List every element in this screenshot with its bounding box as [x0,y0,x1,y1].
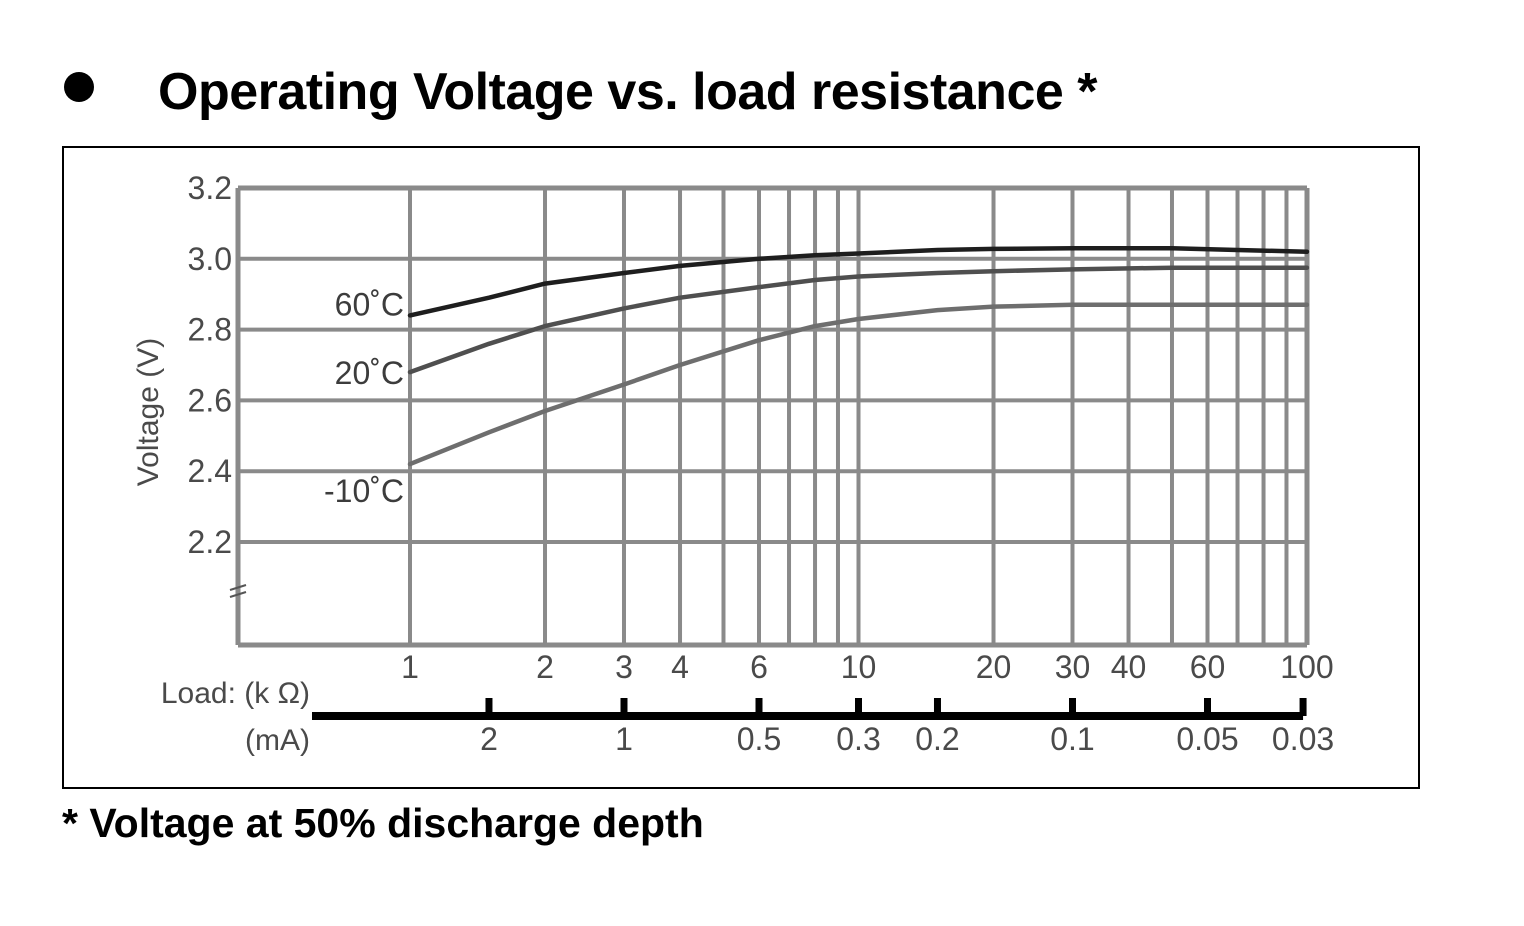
series-label: 20˚C [335,355,404,391]
series-label: -10˚C [324,473,404,509]
x-tick-label: 20 [976,649,1012,685]
ma-tick-label: 0.1 [1050,721,1094,757]
x-tick-label: 100 [1280,649,1333,685]
x-tick-label: 30 [1055,649,1091,685]
page-title: Operating Voltage vs. load resistance * [158,63,1097,121]
ma-tick-label: 0.5 [737,721,781,757]
ma-tick-label: 1 [615,721,633,757]
series-line-1 [407,265,1310,375]
x-tick-label: 10 [841,649,877,685]
chart-labels: 3.2 3.0 2.8 2.6 2.4 2.2 Voltage (V) 1 2 3 4 6 10 20 30… [132,170,1334,757]
y-axis-label: Voltage (V) [132,338,165,486]
ma-tick-label: 0.3 [836,721,880,757]
x-tick-label: 1 [401,649,419,685]
y-tick-label: 2.2 [188,524,232,560]
series-label: 60˚C [335,286,404,322]
ma-tick-label: 0.2 [915,721,959,757]
axis-break-icon [229,584,247,591]
chart-frame [62,146,1420,789]
bullet-icon [64,72,94,102]
ma-tick-label: 0.05 [1176,721,1238,757]
y-tick-label: 3.0 [188,241,232,277]
y-tick-label: 2.6 [188,382,232,418]
y-tick-label: 3.2 [188,170,232,206]
x-tick-label: 60 [1190,649,1226,685]
ma-tick-label: 2 [480,721,498,757]
x-tick-label: 4 [671,649,689,685]
y-tick-label: 2.4 [188,453,232,489]
axis-break-icon [229,591,247,598]
y-tick-label: 2.8 [188,312,232,348]
footnote: * Voltage at 50% discharge depth [62,800,704,846]
x-tick-label: 6 [750,649,768,685]
x-tick-label: 40 [1111,649,1147,685]
x-tick-label: 2 [536,649,554,685]
x-axis-label: Load: (k Ω) [161,677,310,710]
series-line-2 [407,302,1310,467]
ma-tick-label: 0.03 [1272,721,1334,757]
data-series [407,245,1310,467]
x-tick-label: 3 [615,649,633,685]
axes [229,185,1310,720]
series-line-0 [407,245,1310,318]
ma-axis-label: (mA) [245,724,310,757]
